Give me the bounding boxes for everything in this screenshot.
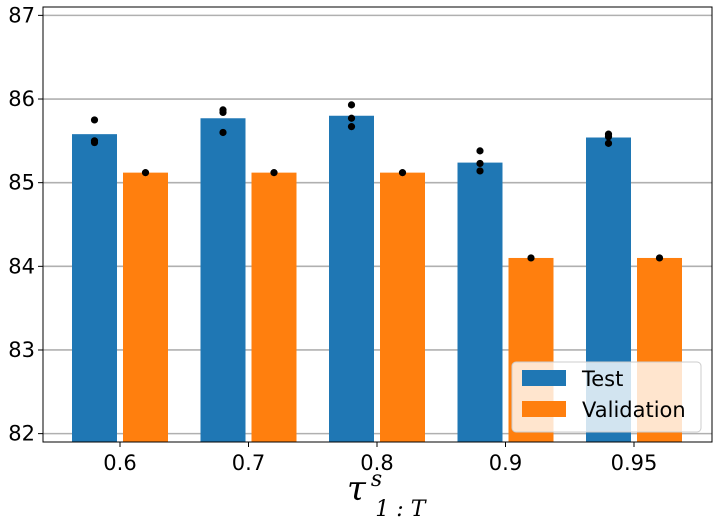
legend-swatch-validation — [522, 401, 566, 417]
x-tick-label-0.9: 0.9 — [489, 451, 522, 475]
point-test-0.6-0 — [90, 116, 99, 124]
point-test-0.8-0 — [347, 101, 356, 109]
point-test-0.7-2 — [219, 128, 227, 137]
x-axis: 0.6 0.7 0.8 0.9 0.95 — [103, 442, 657, 475]
bar-test-0.7 — [200, 118, 246, 442]
point-test-0.9-1 — [476, 159, 484, 168]
point-validation-0.8-0 — [398, 169, 407, 177]
y-tick-label-86: 86 — [8, 87, 35, 111]
y-tick-label-85: 85 — [8, 171, 35, 195]
legend: Test Validation — [511, 361, 702, 433]
x-tick-label-0.8: 0.8 — [360, 451, 393, 475]
point-test-0.9-0 — [476, 147, 484, 155]
y-tick-label-87: 87 — [8, 3, 35, 27]
legend-label-validation: Validation — [582, 398, 686, 422]
bars — [72, 115, 682, 442]
x-tick-label-0.6: 0.6 — [103, 451, 136, 475]
x-axis-label-base: τ — [347, 469, 367, 509]
y-tick-label-82: 82 — [8, 422, 35, 446]
legend-swatch-test — [522, 370, 566, 386]
bar-test-0.6 — [72, 134, 117, 442]
x-tick-label-0.7: 0.7 — [232, 451, 265, 475]
point-test-0.95-2 — [604, 139, 613, 147]
bar-test-0.9 — [457, 162, 503, 442]
point-validation-0.95-0 — [655, 254, 664, 262]
point-test-0.8-1 — [347, 114, 356, 122]
point-test-0.6-2 — [90, 138, 99, 147]
point-test-0.9-2 — [476, 167, 484, 175]
point-test-0.7-1 — [219, 108, 227, 117]
point-validation-0.9-0 — [527, 254, 535, 262]
y-tick-label-83: 83 — [8, 338, 35, 362]
bar-validation-0.6 — [123, 172, 168, 442]
x-tick-label-0.95: 0.95 — [611, 451, 658, 475]
point-test-0.8-2 — [347, 123, 356, 131]
y-axis: 82 83 84 85 86 87 — [8, 3, 43, 446]
point-validation-0.6-0 — [141, 169, 150, 177]
point-test-0.95-1 — [604, 133, 613, 141]
x-axis-label-sub: 1 : T — [375, 497, 427, 518]
x-axis-label-sup: s — [371, 467, 382, 492]
bar-validation-0.8 — [380, 172, 425, 442]
point-validation-0.7-0 — [270, 169, 278, 177]
bar-test-0.8 — [329, 115, 374, 442]
bar-validation-0.7 — [251, 172, 297, 442]
legend-label-test: Test — [581, 367, 623, 391]
data-points — [90, 101, 664, 262]
x-axis-label: τ s 1 : T — [347, 467, 428, 518]
y-tick-label-84: 84 — [8, 254, 35, 278]
